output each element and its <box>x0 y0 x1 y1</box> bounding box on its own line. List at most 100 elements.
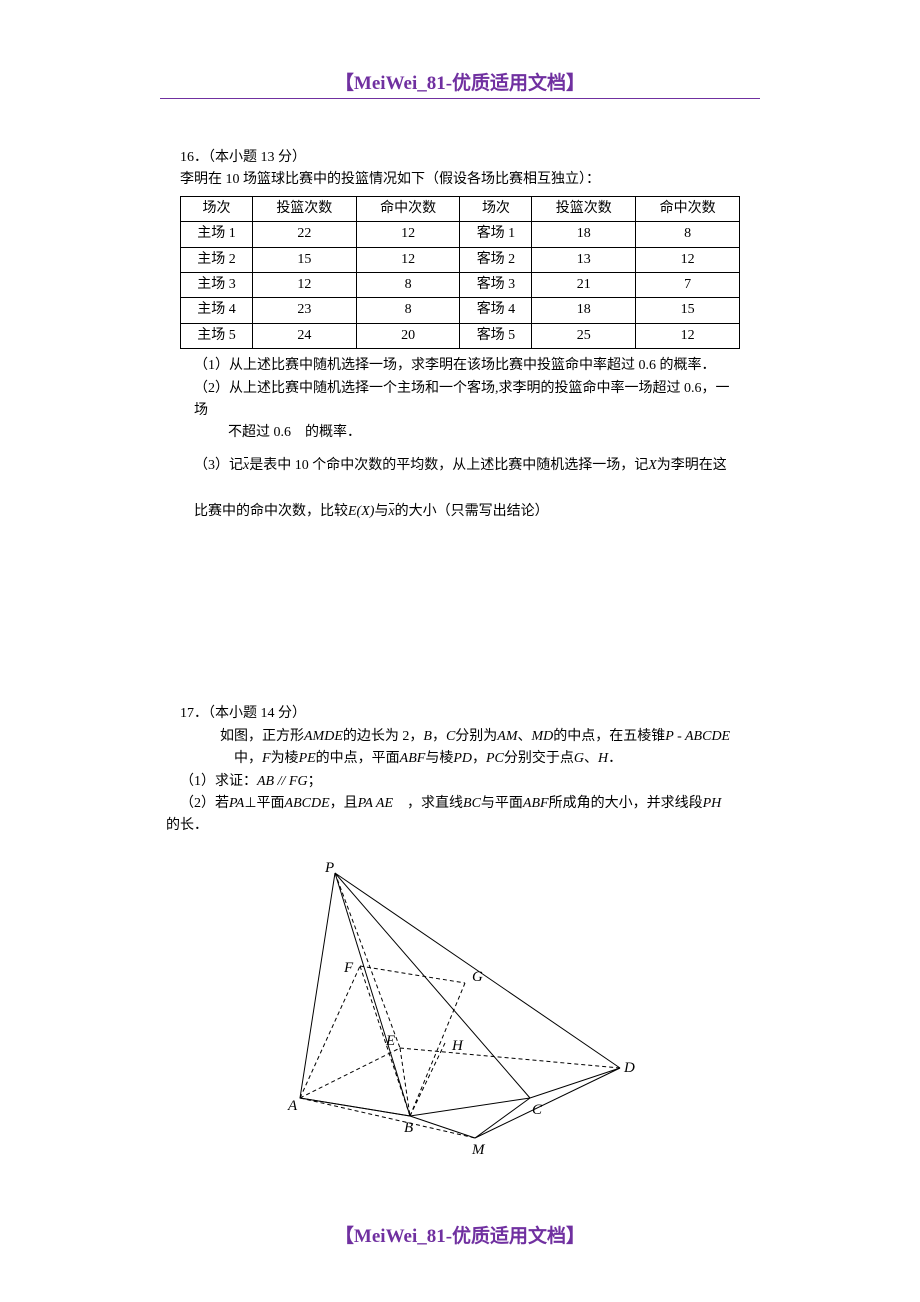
var: F <box>262 751 271 766</box>
text: ． <box>608 751 622 766</box>
var: PH <box>703 796 722 811</box>
text: ， <box>472 751 486 766</box>
text: （3）记 <box>194 458 243 473</box>
var: ABF <box>523 796 549 811</box>
table-cell: 客场 5 <box>460 323 532 348</box>
table-cell: 12 <box>356 222 460 247</box>
table-cell: 12 <box>636 247 740 272</box>
header-title: 【MeiWei_81-优质适用文档】 <box>160 68 760 99</box>
table-row: 主场 12212客场 1188 <box>181 222 740 247</box>
edge-hidden <box>300 966 360 1098</box>
text: 是表中 10 个命中次数的平均数，从上述比赛中随机选择一场，记 <box>249 458 648 473</box>
col-header: 投篮次数 <box>252 196 356 221</box>
table-cell: 主场 2 <box>181 247 253 272</box>
edge <box>410 1116 475 1138</box>
text: 、 <box>518 729 532 744</box>
q16-number: 16． <box>180 150 208 165</box>
text: ，求直线 <box>393 796 463 811</box>
text: 与 <box>374 504 388 519</box>
label-a: A <box>287 1098 298 1114</box>
var: B <box>423 729 432 744</box>
table-cell: 23 <box>252 298 356 323</box>
table-cell: 主场 5 <box>181 323 253 348</box>
table-cell: 客场 3 <box>460 272 532 297</box>
edge-hidden <box>300 1098 475 1138</box>
var: G <box>574 751 584 766</box>
vertical-gap <box>180 523 740 683</box>
edge-hidden <box>300 1048 400 1098</box>
q17-points: （本小题 14 分） <box>208 706 306 721</box>
edge <box>335 873 410 1116</box>
label-f: F <box>343 960 354 976</box>
var: AM <box>497 729 517 744</box>
q16-heading: 16．（本小题 13 分） <box>180 147 740 169</box>
text: ， <box>432 729 446 744</box>
var: PC <box>486 751 504 766</box>
text: // <box>274 774 289 789</box>
table-row: 主场 52420客场 52512 <box>181 323 740 348</box>
col-header: 场次 <box>460 196 532 221</box>
var: PA <box>229 796 244 811</box>
table-cell: 18 <box>532 298 636 323</box>
text: 比赛中的命中次数，比较 <box>194 504 348 519</box>
edge-hidden <box>400 1048 410 1116</box>
q16-sub2b: 不超过 0.6 的概率． <box>228 422 740 444</box>
question-17: 17．（本小题 14 分） 如图，正方形AMDE的边长为 2，B，C分别为AM、… <box>180 703 740 837</box>
label-p: P <box>324 860 334 876</box>
page-footer: 【MeiWei_81-优质适用文档】 <box>0 1221 920 1248</box>
table-cell: 18 <box>532 222 636 247</box>
geometry-diagram: P F G E H A B C D M <box>180 858 740 1166</box>
label-c: C <box>532 1102 543 1118</box>
label-d: D <box>623 1060 635 1076</box>
edge <box>475 1098 530 1138</box>
edge-hidden <box>410 1043 445 1116</box>
q16-table: 场次 投篮次数 命中次数 场次 投篮次数 命中次数 主场 12212客场 118… <box>180 196 740 349</box>
edge <box>300 1098 410 1116</box>
text: 的大小（只需写出结论） <box>395 504 549 519</box>
main-content: 16．（本小题 13 分） 李明在 10 场篮球比赛中的投篮情况如下（假设各场比… <box>180 147 740 1166</box>
var: PE <box>299 751 316 766</box>
var-x: X <box>648 458 657 473</box>
text: 与平面 <box>481 796 523 811</box>
edge-hidden <box>400 1048 620 1068</box>
col-header: 场次 <box>181 196 253 221</box>
table-cell: 12 <box>636 323 740 348</box>
table-cell: 客场 4 <box>460 298 532 323</box>
var-ex: E(X) <box>348 504 374 519</box>
label-h: H <box>451 1038 464 1054</box>
label-m: M <box>471 1142 486 1158</box>
q16-sub2a: （2）从上述比赛中随机选择一个主场和一个客场,求李明的投篮命中率一场超过 0.6… <box>194 378 740 423</box>
table-cell: 客场 1 <box>460 222 532 247</box>
text: 的长． <box>166 818 208 833</box>
label-b: B <box>404 1120 413 1136</box>
text: （2）若 <box>180 796 229 811</box>
table-cell: 12 <box>356 247 460 272</box>
page-header: 【MeiWei_81-优质适用文档】 <box>0 0 920 107</box>
table-cell: 7 <box>636 272 740 297</box>
text: 的中点，平面 <box>316 751 400 766</box>
q17-number: 17． <box>180 706 208 721</box>
var: FG <box>289 774 308 789</box>
table-cell: 13 <box>532 247 636 272</box>
table-cell: 客场 2 <box>460 247 532 272</box>
text: 如图，正方形 <box>220 729 304 744</box>
label-g: G <box>472 969 483 985</box>
q16-intro: 李明在 10 场篮球比赛中的投篮情况如下（假设各场比赛相互独立）： <box>180 169 740 191</box>
q16-points: （本小题 13 分） <box>208 150 306 165</box>
var: ABCDE <box>285 796 330 811</box>
table-cell: 8 <box>356 298 460 323</box>
table-cell: 8 <box>636 222 740 247</box>
text: （1）求证： <box>180 774 257 789</box>
var: ABF <box>400 751 426 766</box>
table-cell: 主场 3 <box>181 272 253 297</box>
table-cell: 主场 1 <box>181 222 253 247</box>
table-cell: 主场 4 <box>181 298 253 323</box>
col-header: 命中次数 <box>636 196 740 221</box>
text: 为棱 <box>271 751 299 766</box>
edge <box>335 873 530 1098</box>
var: AE <box>373 796 393 811</box>
q16-sub3a: （3）记x是表中 10 个命中次数的平均数，从上述比赛中随机选择一场，记X为李明… <box>194 455 740 477</box>
var: H <box>598 751 608 766</box>
table-cell: 20 <box>356 323 460 348</box>
table-cell: 15 <box>252 247 356 272</box>
